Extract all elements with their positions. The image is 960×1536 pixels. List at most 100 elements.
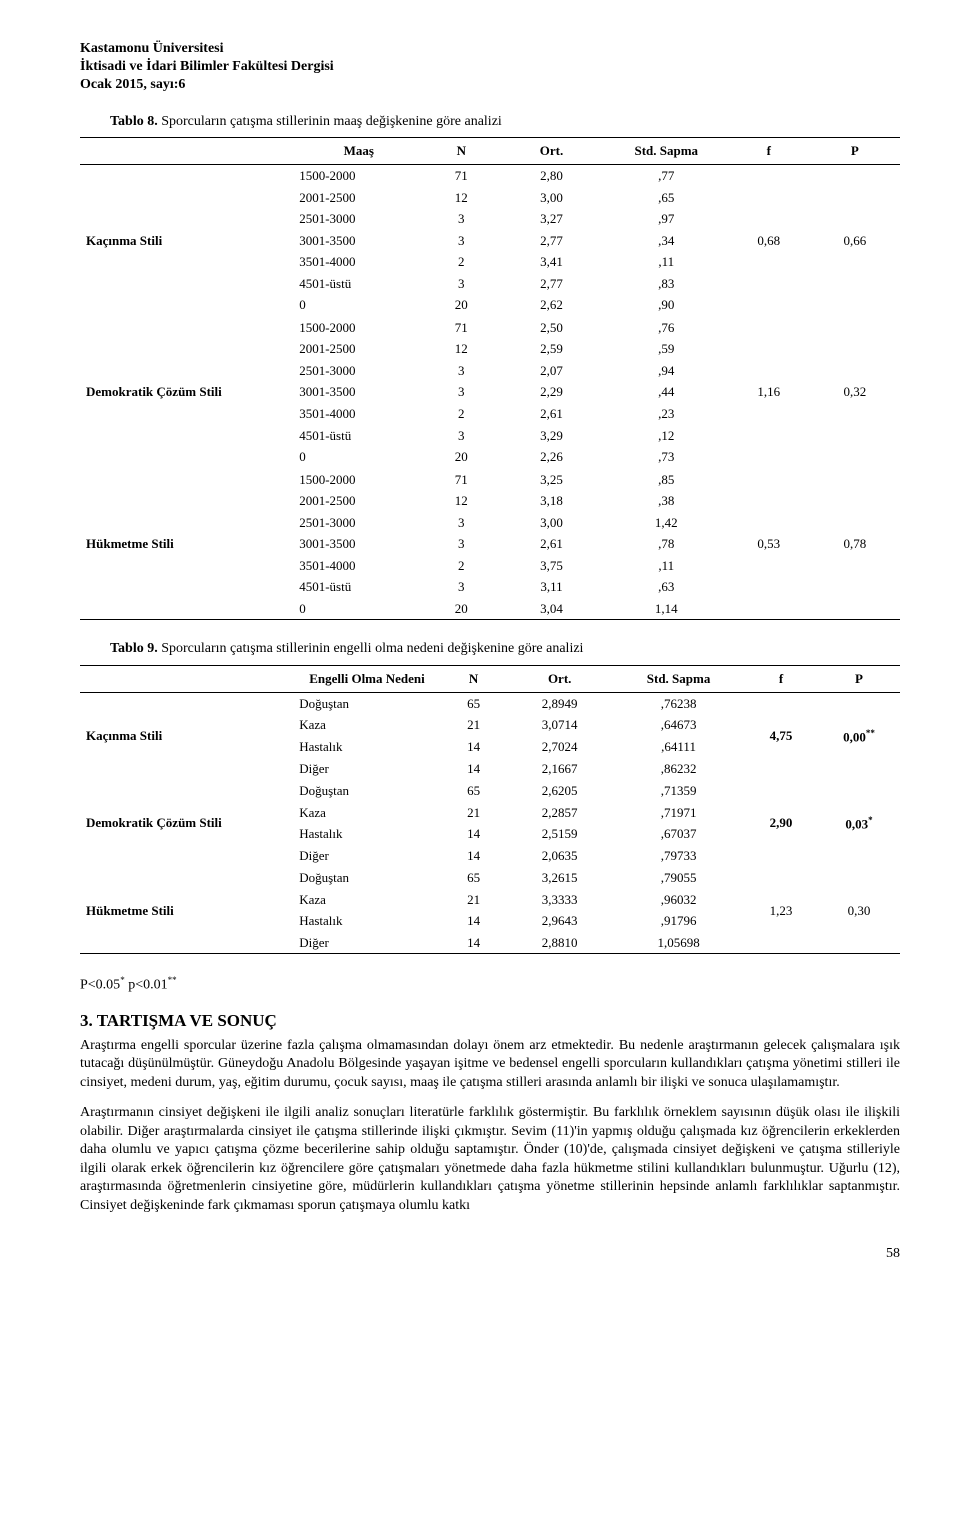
table-cell: ,90 [605,294,728,316]
table-cell: Doğuştan [293,780,441,802]
table-cell: 2,77 [498,230,605,252]
table-cell: 2,1667 [506,758,613,780]
table-cell: 3 [424,533,498,555]
table-cell: 12 [424,338,498,360]
f-value: 4,75 [744,692,818,779]
table-cell: 3501-4000 [293,403,424,425]
table-cell: ,76 [605,316,728,338]
table-cell: 2001-2500 [293,490,424,512]
group-label: Hükmetme Stili [80,867,293,954]
table-cell: ,79733 [613,845,744,867]
table-cell: 71 [424,316,498,338]
table-cell: Kaza [293,714,441,736]
table-cell: 20 [424,294,498,316]
table-cell: 0 [293,598,424,620]
f-value: 2,90 [744,780,818,867]
table-cell: ,85 [605,468,728,490]
table-cell: 2,80 [498,165,605,187]
table-cell: 14 [441,823,507,845]
table-cell: 71 [424,468,498,490]
section-heading: 3. TARTIŞMA VE SONUÇ [80,1010,900,1033]
table-cell: ,34 [605,230,728,252]
table-cell: 1,42 [605,512,728,534]
table-cell: ,77 [605,165,728,187]
table8: MaaşNOrt.Std. SapmafPKaçınma Stili1500-2… [80,137,900,620]
table-cell: 2,5159 [506,823,613,845]
table-cell: ,76238 [613,692,744,714]
table-cell: 2 [424,555,498,577]
table-cell: 1500-2000 [293,165,424,187]
table-cell: ,91796 [613,910,744,932]
table-cell: Doğuştan [293,867,441,889]
table-cell: Hastalık [293,823,441,845]
table-cell: 2,62 [498,294,605,316]
table-cell: ,97 [605,208,728,230]
table-cell: 2,61 [498,533,605,555]
group-label: Kaçınma Stili [80,692,293,779]
table-cell: 14 [441,932,507,954]
table-cell: ,64111 [613,736,744,758]
table-cell: Doğuştan [293,692,441,714]
table-cell: 2,07 [498,360,605,382]
table8-title-rest: Sporcuların çatışma stillerinin maaş değ… [158,114,502,129]
table-cell: 1,05698 [613,932,744,954]
table-cell: Diğer [293,932,441,954]
table-cell: 3,00 [498,512,605,534]
table-cell: ,63 [605,576,728,598]
table-cell: ,86232 [613,758,744,780]
table-cell: 3001-3500 [293,533,424,555]
table-cell: 3 [424,576,498,598]
table-cell: ,12 [605,425,728,447]
table-cell: 3 [424,360,498,382]
p-value: 0,30 [818,867,900,954]
column-header: f [744,666,818,693]
table-cell: ,78 [605,533,728,555]
table-cell: 12 [424,490,498,512]
table-cell: 3 [424,230,498,252]
journal-header: Kastamonu Üniversitesi İktisadi ve İdari… [80,40,900,95]
table-cell: Diğer [293,845,441,867]
group-label: Kaçınma Stili [80,165,293,317]
table-cell: 3,0714 [506,714,613,736]
p-value: 0,66 [810,165,900,317]
table-cell: 2,0635 [506,845,613,867]
p-value: 0,00** [818,692,900,779]
table-cell: Diğer [293,758,441,780]
table-cell: 3,11 [498,576,605,598]
table-cell: 0 [293,294,424,316]
table-cell: 2,8949 [506,692,613,714]
table-cell: 14 [441,845,507,867]
table-cell: 21 [441,802,507,824]
table-cell: 20 [424,446,498,468]
table-cell: 3,29 [498,425,605,447]
table-cell: ,83 [605,273,728,295]
table-cell: 4501-üstü [293,273,424,295]
table-cell: 3,3333 [506,889,613,911]
table-cell: 3 [424,512,498,534]
group-label: Hükmetme Stili [80,468,293,620]
table-cell: 3 [424,208,498,230]
sig-text-1: P<0.05 [80,978,120,993]
table-cell: ,71359 [613,780,744,802]
table-cell: Kaza [293,802,441,824]
table-cell: 3 [424,273,498,295]
table-cell: ,79055 [613,867,744,889]
column-header: Ort. [498,138,605,165]
table-cell: 65 [441,780,507,802]
table-cell: 1500-2000 [293,316,424,338]
column-header: f [728,138,810,165]
table-cell: 12 [424,187,498,209]
table-cell: 2,2857 [506,802,613,824]
column-header: N [441,666,507,693]
table-cell: 2,61 [498,403,605,425]
column-header: Std. Sapma [605,138,728,165]
table-cell: 14 [441,758,507,780]
table-cell: 2,8810 [506,932,613,954]
table-cell: 3501-4000 [293,555,424,577]
table-cell: 1500-2000 [293,468,424,490]
table-cell: 2,26 [498,446,605,468]
column-header: Maaş [293,138,424,165]
table-cell: 3 [424,381,498,403]
table-cell: 3,27 [498,208,605,230]
table-cell: ,38 [605,490,728,512]
